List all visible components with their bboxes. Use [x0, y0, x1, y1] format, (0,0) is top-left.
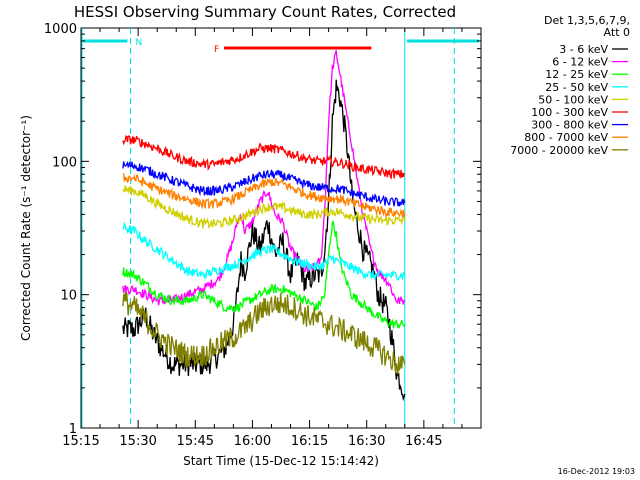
series-line-8 — [122, 173, 406, 218]
y-tick-label: 100 — [52, 155, 77, 170]
series-line-2 — [122, 50, 405, 306]
annotation-label: N — [136, 38, 143, 48]
series-line-3 — [122, 220, 406, 329]
series-line-5 — [122, 185, 406, 230]
x-axis-label: Start Time (15-Dec-12 15:14:42) — [183, 454, 379, 468]
legend-label: 25 - 50 keV — [545, 81, 608, 94]
legend-label: 100 - 300 keV — [531, 106, 608, 119]
series-layer — [122, 50, 406, 402]
x-tick-label: 15:15 — [62, 434, 99, 449]
plot-area — [80, 27, 482, 429]
x-tick-label: 16:30 — [348, 434, 385, 449]
series-line-9 — [122, 292, 406, 375]
x-tick-label: 15:45 — [177, 434, 214, 449]
series-line-7 — [122, 161, 406, 207]
legend-label: 6 - 12 keV — [552, 56, 608, 69]
y-tick-label: 10 — [60, 289, 77, 304]
annotation-layer: NF — [81, 28, 479, 428]
y-tick-label: 1 — [69, 422, 77, 437]
legend-header: Att 0 — [604, 26, 630, 39]
x-tick-label: 16:00 — [234, 434, 271, 449]
series-line-4 — [122, 221, 406, 282]
legend-label: 3 - 6 keV — [559, 43, 608, 56]
legend-label: 800 - 7000 keV — [524, 131, 608, 144]
x-tick-label: 16:15 — [291, 434, 328, 449]
legend-header: Det 1,3,5,6,7,9, — [544, 14, 630, 27]
chart-title: HESSI Observing Summary Count Rates, Cor… — [74, 3, 456, 21]
y-axis-label: Corrected Count Rate (s⁻¹ detector⁻¹) — [19, 115, 33, 341]
legend-label: 50 - 100 keV — [538, 93, 608, 106]
footer-date: 16-Dec-2012 19:03 — [558, 467, 635, 476]
x-tick-label: 15:30 — [119, 434, 156, 449]
y-tick-label: 1000 — [44, 22, 77, 37]
series-line-6 — [122, 135, 406, 180]
axis-layer: 1 10 100 1000 15:15 15:30 15:45 16:00 16:15 16:30… — [44, 22, 482, 449]
legend-label: 12 - 25 keV — [545, 68, 608, 81]
legend-label: 7000 - 20000 keV — [510, 144, 608, 157]
series-line-1 — [122, 79, 406, 402]
annotation-label: F — [214, 45, 219, 55]
legend-label: 300 - 800 keV — [531, 119, 608, 132]
x-tick-label: 16:45 — [405, 434, 442, 449]
